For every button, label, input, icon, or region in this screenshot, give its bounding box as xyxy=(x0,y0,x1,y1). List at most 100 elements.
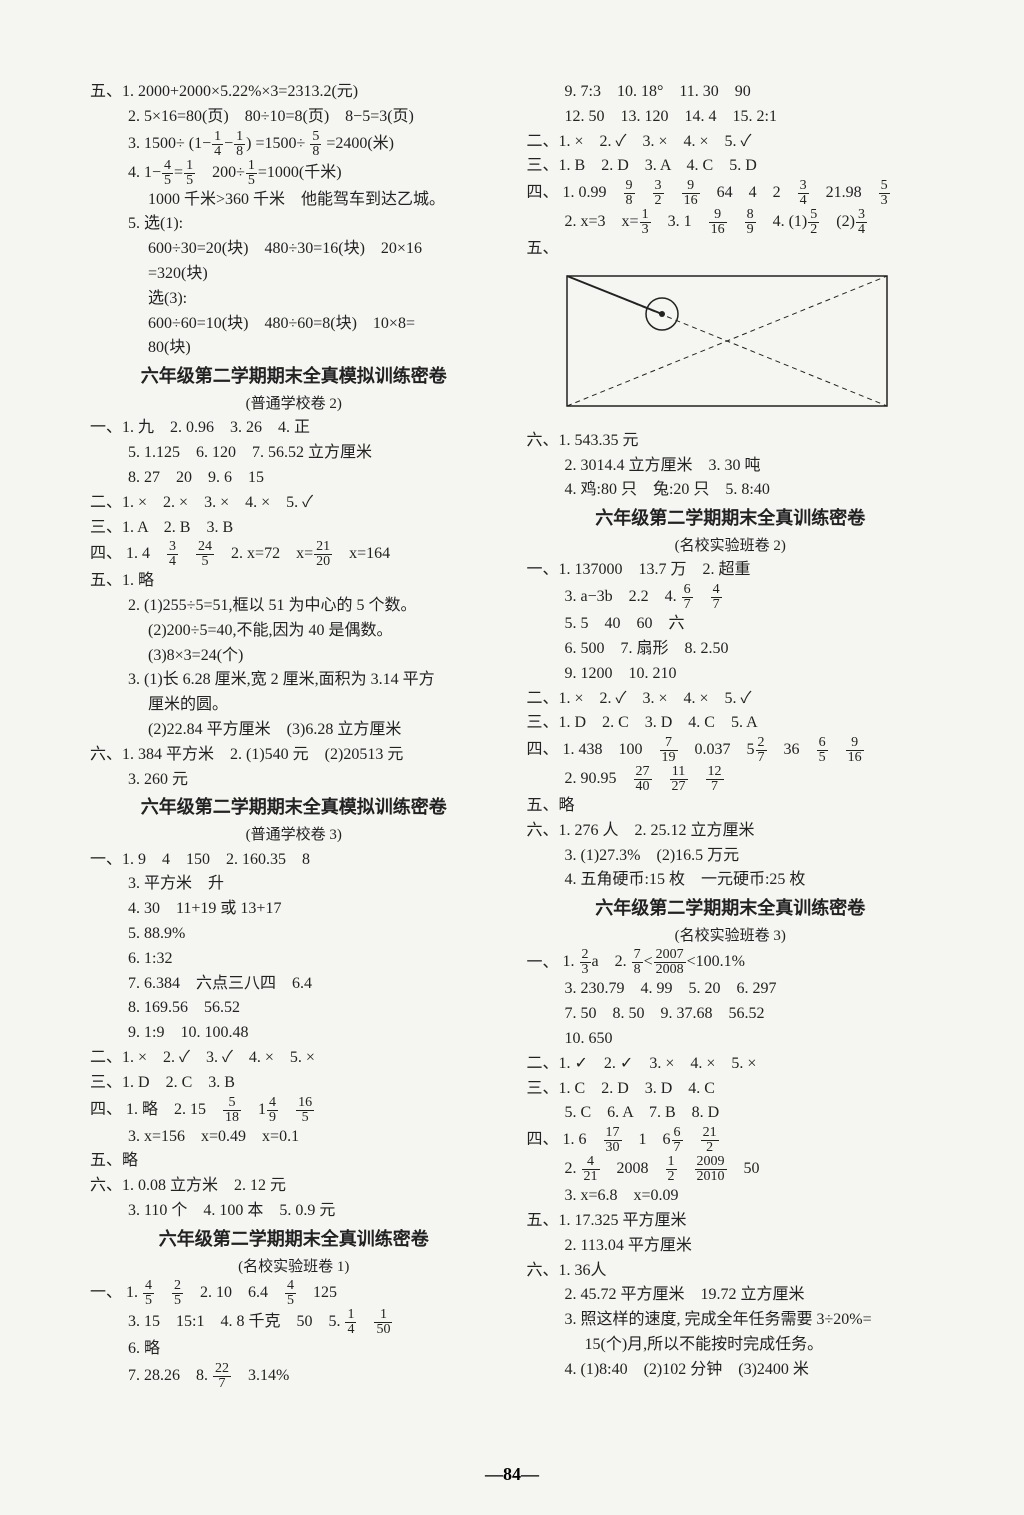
text: 2. x=72 x= xyxy=(215,545,313,562)
page: 五、1. 2000+2000×5.22%×3=2313.2(元) 2. 5×16… xyxy=(0,0,1024,1515)
answer-text: 4. 1−45=15 200÷15=1000(千米) xyxy=(90,159,498,188)
answer-text: 1. × 2. × 3. × 4. × 5. ✓ xyxy=(122,494,313,511)
section-label: 二、 xyxy=(527,130,559,155)
sec-3: 三、1. A 2. B 3. B xyxy=(90,516,498,541)
text: 21.98 xyxy=(810,184,878,201)
answer-text: 1. × 2. ✓ 3. × 4. × 5. ✓ xyxy=(559,133,752,150)
section-label: 六、 xyxy=(527,429,559,454)
geometry-diagram xyxy=(557,266,897,416)
fraction: 14 xyxy=(345,1308,356,1337)
answer-text: 1. 276 人 2. 25.12 立方厘米 xyxy=(559,822,755,839)
fraction: 227 xyxy=(213,1362,231,1391)
text: =1500÷ xyxy=(256,135,306,152)
section-label: 三、 xyxy=(527,711,559,736)
right-column: 9. 7:3 10. 18° 11. 30 90 12. 50 13. 120 … xyxy=(527,80,935,1391)
left-column: 五、1. 2000+2000×5.22%×3=2313.2(元) 2. 5×16… xyxy=(90,80,499,1391)
fraction: 34 xyxy=(856,208,867,237)
section-label: 一、 xyxy=(90,848,122,873)
exam-title: 六年级第二学期期末全真训练密卷 xyxy=(90,1226,498,1254)
answer-text: 7. 28.26 8. 227 3.14% xyxy=(90,1362,498,1391)
answer-text: 3. 照这样的速度, 完成全年任务需要 3÷20%= xyxy=(527,1308,935,1333)
fraction: 916 xyxy=(682,179,700,208)
section-label: 五、 xyxy=(527,1209,559,1234)
page-number: —84— xyxy=(0,1464,1024,1485)
fraction: 53 xyxy=(879,179,890,208)
fraction: 518 xyxy=(223,1096,241,1125)
sec-2: 二、1. × 2. × 3. × 4. × 5. ✓ xyxy=(90,491,498,516)
answer-text: 2. 113.04 平方厘米 xyxy=(527,1234,935,1259)
text: 200÷ xyxy=(196,164,245,181)
section-label: 三、 xyxy=(90,1071,122,1096)
sec-2: 二、1. × 2. ✓ 3. × 4. × 5. ✓ xyxy=(527,687,935,712)
answer-text: 3. (1)长 6.28 厘米,宽 2 厘米,面积为 3.14 平方 xyxy=(90,668,498,693)
text: 3. 15 15:1 4. 8 千克 50 5. xyxy=(128,1313,344,1330)
answer-text: 4. 30 11+19 或 13+17 xyxy=(90,897,498,922)
section-label: 六、 xyxy=(90,743,122,768)
text xyxy=(684,1131,700,1148)
answer-text: 1. 9 4 150 2. 160.35 8 xyxy=(122,851,310,868)
sec-4: 四、 1. 438 100 719 0.037 527 36 65 916 xyxy=(527,736,935,765)
answer-text: 2. 90.95 2740 1127 127 xyxy=(527,765,935,794)
fraction: 20072008 xyxy=(654,948,686,977)
answer-text: 略 xyxy=(559,797,575,814)
fraction: 916 xyxy=(709,208,727,237)
section-label: 六、 xyxy=(90,1174,122,1199)
sec-4: 四、 1. 略 2. 15 518 149 165 xyxy=(90,1096,498,1125)
answer-text: 略 xyxy=(122,1152,138,1169)
text: = xyxy=(174,164,183,181)
text: 50 xyxy=(728,1160,760,1177)
sec-5: 五、1. 2000+2000×5.22%×3=2313.2(元) xyxy=(90,80,498,105)
answer-text: 5. 选(1): xyxy=(90,212,498,237)
fraction: 78 xyxy=(632,948,643,977)
fraction: 34 xyxy=(798,179,809,208)
answer-text: 2. x=3 x=13 3. 1 916 89 4. (1)52 (2)34 xyxy=(527,208,935,237)
answer-text: 1. 0.08 立方米 2. 12 元 xyxy=(122,1177,286,1194)
section-label: 五、 xyxy=(90,569,122,594)
text: 2. xyxy=(565,1160,581,1177)
text xyxy=(653,770,669,787)
text: 36 xyxy=(768,741,816,758)
sec-5: 五、1. 略 xyxy=(90,569,498,594)
section-label: 五、 xyxy=(90,1149,122,1174)
answer-text: 3. 平方米 升 xyxy=(90,872,498,897)
text xyxy=(678,1160,694,1177)
fraction: 47 xyxy=(711,583,722,612)
text: 1. 略 2. 15 xyxy=(126,1101,222,1118)
fraction: 2740 xyxy=(634,765,652,794)
exam-title: 六年级第二学期期末全真训练密卷 xyxy=(527,505,935,533)
answer-text: (2)22.84 平方厘米 (3)6.28 立方厘米 xyxy=(90,718,498,743)
sec-5: 五、 xyxy=(527,237,935,262)
answer-text: 3. 230.79 4. 99 5. 20 6. 297 xyxy=(527,977,935,1002)
sec-6: 六、1. 36人 xyxy=(527,1259,935,1284)
fraction: 14 xyxy=(212,130,223,159)
fraction: 32 xyxy=(653,179,664,208)
answer-text: 9. 1:9 10. 100.48 xyxy=(90,1021,498,1046)
section-label: 四、 xyxy=(527,181,559,206)
text: x=164 xyxy=(333,545,390,562)
answer-text: 1. 略 xyxy=(122,572,154,589)
text xyxy=(728,213,744,230)
answer-text: 8. 27 20 9. 6 15 xyxy=(90,466,498,491)
sec-4: 四、 1. 0.99 98 32 916 64 4 2 34 21.98 53 xyxy=(527,179,935,208)
answer-text: 80(块) xyxy=(90,336,498,361)
text: 1. 4 xyxy=(126,545,166,562)
answer-text: 6. 500 7. 扇形 8. 2.50 xyxy=(527,637,935,662)
text: 1. xyxy=(563,954,579,971)
answer-text: 7. 50 8. 50 9. 37.68 56.52 xyxy=(527,1002,935,1027)
answer-text: 1. 36人 xyxy=(559,1262,607,1279)
answer-text: 1. 543.35 元 xyxy=(559,432,639,449)
answer-text: 6. 略 xyxy=(90,1337,498,1362)
answer-text: 3. a−3b 2.2 4. 67 47 xyxy=(527,583,935,612)
sec-1: 一、 1. 23a 2. 78<20072008<100.1% xyxy=(527,948,935,977)
sec-6: 六、1. 543.35 元 xyxy=(527,429,935,454)
fraction: 719 xyxy=(660,736,678,765)
text: 1. xyxy=(126,1284,142,1301)
fraction: 23 xyxy=(580,948,591,977)
section-label: 一、 xyxy=(90,1281,122,1306)
exam-subtitle: (名校实验班卷 2) xyxy=(527,535,935,558)
sec-6: 六、1. 0.08 立方米 2. 12 元 xyxy=(90,1174,498,1199)
answer-text: 12. 50 13. 120 14. 4 15. 2:1 xyxy=(527,105,935,130)
fraction: 421 xyxy=(582,1155,600,1184)
section-label: 一、 xyxy=(90,416,122,441)
fraction: 18 xyxy=(234,130,245,159)
